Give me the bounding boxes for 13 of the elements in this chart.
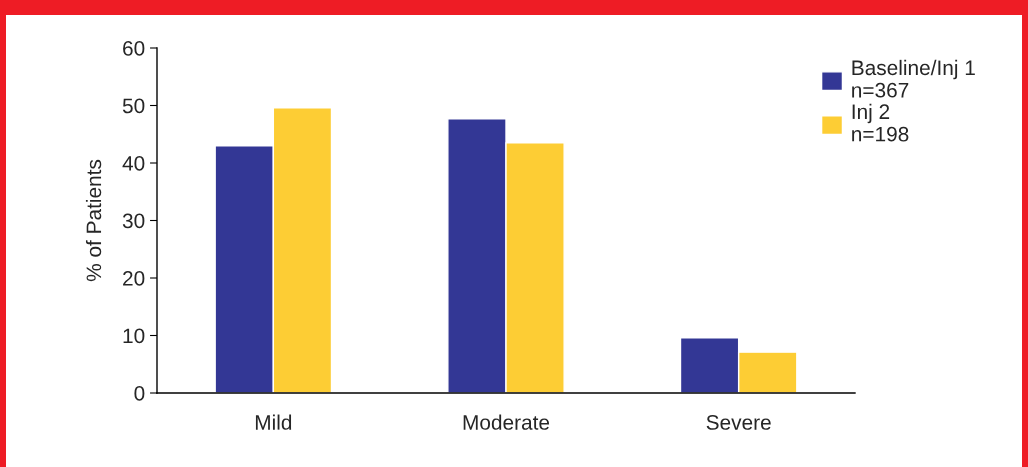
y-tick-label: 40 [122,156,145,171]
y-tick-label: 60 [123,41,145,56]
y-axis-title: % of Patients [85,159,102,282]
x-tick-label: Mild [255,414,292,430]
y-tick-label: 50 [122,98,145,114]
y-tick-label: 20 [123,271,145,286]
legend-label: Inj 2 n=198 [852,103,909,142]
y-tick-label: 0 [134,386,145,401]
x-tick-label: Severe [706,415,771,430]
legend-label: Baseline/Inj 1 n=367 [852,59,975,98]
y-tick-label: 10 [123,328,145,344]
x-tick-label: Moderate [463,414,550,430]
y-tick-label: 30 [122,213,145,229]
